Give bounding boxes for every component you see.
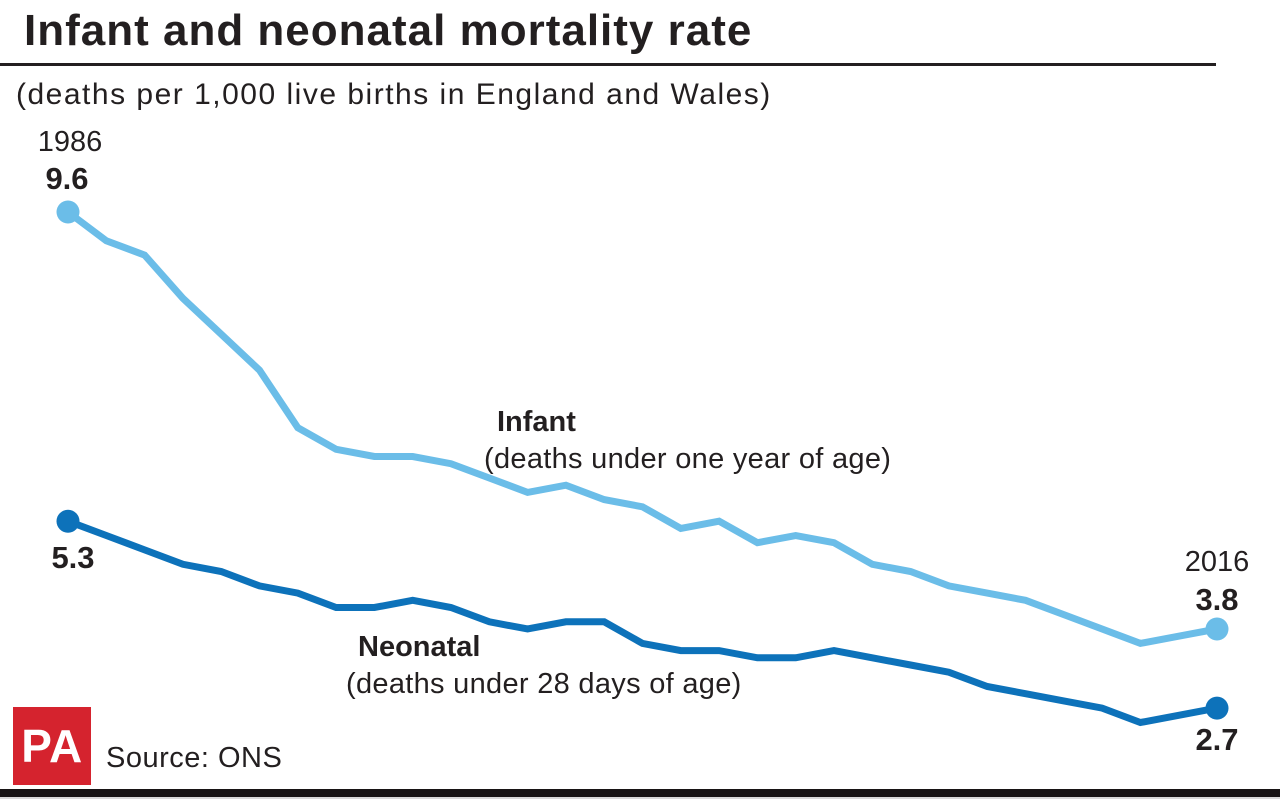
infant-series-label: Infant <box>497 406 576 438</box>
neonatal-start-dot <box>56 509 80 533</box>
bottom-edge <box>0 797 1280 799</box>
pa-logo: PA <box>13 707 91 785</box>
neonatal-end-value: 2.7 <box>1195 722 1239 757</box>
chart-subtitle: (deaths per 1,000 live births in England… <box>16 78 772 111</box>
page-title: Infant and neonatal mortality rate <box>24 6 753 55</box>
neonatal-end-dot <box>1205 696 1229 720</box>
start-year-label: 1986 <box>37 126 103 158</box>
infant-start-value: 9.6 <box>45 161 89 196</box>
infant-end-value: 3.8 <box>1195 582 1239 617</box>
infant-start-dot <box>56 200 80 224</box>
neonatal-series-label: Neonatal <box>358 631 481 663</box>
neonatal-line <box>66 517 1218 727</box>
infant-end-dot <box>1205 617 1229 641</box>
source-credit: Source: ONS <box>106 742 283 774</box>
neonatal-series-sublabel: (deaths under 28 days of age) <box>346 668 742 700</box>
neonatal-start-value: 5.3 <box>51 540 95 575</box>
infant-line <box>65 209 1218 648</box>
end-year-label: 2016 <box>1184 546 1250 578</box>
infant-series-sublabel: (deaths under one year of age) <box>484 443 892 475</box>
bottom-bar <box>0 789 1280 797</box>
title-divider <box>0 63 1216 66</box>
